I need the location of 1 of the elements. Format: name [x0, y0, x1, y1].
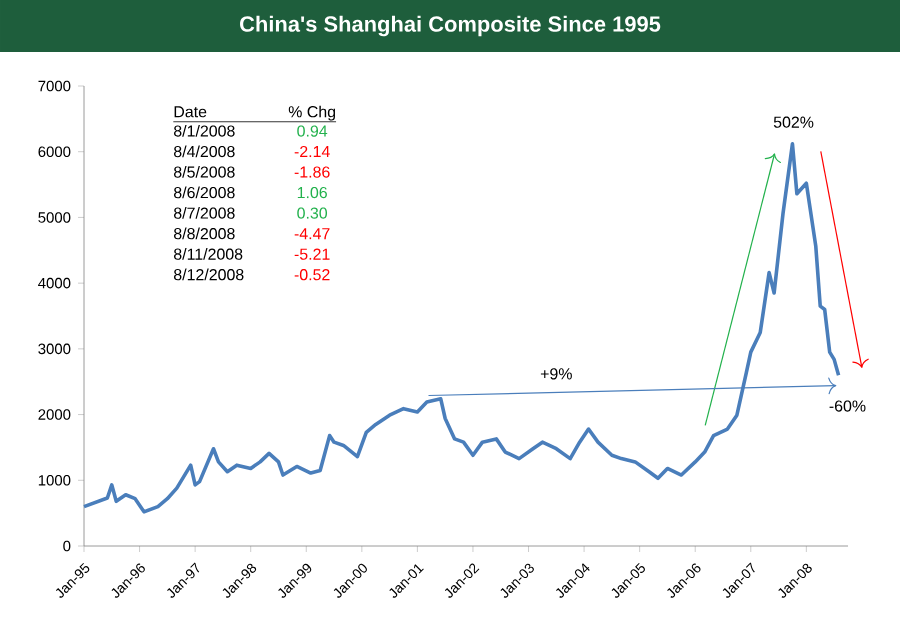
chart-title: China's Shanghai Composite Since 1995 [240, 15, 661, 37]
